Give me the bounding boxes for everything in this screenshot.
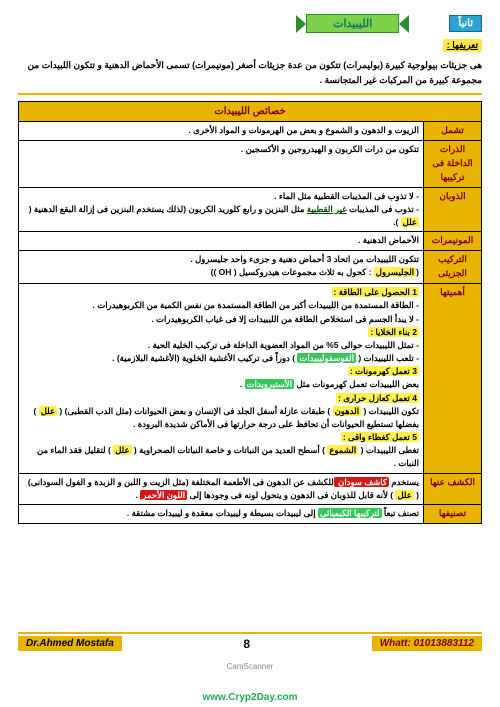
imp-s2: 2 بناء الخلايا : [368, 327, 419, 337]
tab-tip-right [399, 15, 409, 33]
imp-s1b: لا يبدأ الجسم فى استخلاص الطاقة من الليب… [23, 313, 419, 326]
def-label-text: تعريفها : [443, 39, 482, 52]
sol-b: تذوب فى المذيبات غير القطبية مثل البنزين… [23, 203, 419, 229]
row-body-classify: تصنف تبعاً لتركيبها الكيميائى إلى ليبيدا… [19, 504, 424, 523]
struct-a: تتكون الليبيدات من اتحاد 3 أحماض دهنية و… [23, 253, 419, 266]
imp-s5: 5 تعمل كغطاء واقى : [341, 432, 419, 442]
header-row: ثانياً الليبيدات [18, 14, 482, 33]
properties-table: خصائص الليبيدات تشمل الزيوت و الدهون و ا… [18, 101, 482, 524]
tab-secondly: ثانياً [449, 15, 482, 32]
footer-whatsapp: Whatt: 01013883112 [372, 636, 482, 651]
row-body-detect: يستخدم كاشف سودان للكشف عن الدهون فى الأ… [19, 473, 424, 504]
imp-s1: 1 الحصول على الطاقة : [332, 287, 420, 297]
tab-green-label: الليبيدات [306, 14, 399, 33]
row-body-monomers: الأحماض الدهنية . [19, 232, 424, 251]
row-body-includes: الزيوت و الدهون و الشموع و بعض من الهرمو… [19, 122, 424, 141]
row-body-atoms: تتكون من ذرات الكربون و الهيدروجين و الأ… [19, 141, 424, 188]
imp-s2b: تلعب الليبيدات ( الفوسفوليبيدات ) دوراً … [23, 352, 419, 365]
tab-lipids: الليبيدات [296, 14, 409, 33]
row-head-classify: تصنيفها [424, 504, 482, 523]
imp-s4: 4 تعمل كعازل حرارى : [336, 393, 419, 403]
imp-s4a: تكون الليبيدات ( الدهون ) طبقات عازلة أس… [23, 405, 419, 431]
row-body-importance: 1 الحصول على الطاقة : الطاقة المستمدة من… [19, 284, 424, 473]
tab-tip-left [296, 15, 306, 33]
site-logo: www.Cryp2Day.com [202, 692, 297, 703]
struct-b: (الجليسرول : كحول به ثلاث مجموعات هيدروك… [23, 266, 419, 279]
footer: Whatt: 01013883112 8 Dr.Ahmed Mostafa [18, 632, 482, 651]
row-body-solubility: لا تذوب فى المذيبات القطبية مثل الماء . … [19, 187, 424, 232]
row-head-detect: الكشف عنها [424, 473, 482, 504]
scanner-watermark: CamScanner [18, 662, 482, 671]
imp-s5a: تغطى الليبيدات ( الشموع ) أسطح العديد من… [23, 444, 419, 470]
page-number: 8 [243, 637, 250, 651]
intro-text: هى جزيئات بيولوجية كبيرة (بوليمرات) تتكو… [18, 58, 482, 95]
sol-a: لا تذوب فى المذيبات القطبية مثل الماء . [23, 190, 419, 203]
imp-s1a: الطاقة المستمدة من الليبيدات أكبر من الط… [23, 299, 419, 312]
definition-label: تعريفها : [18, 39, 482, 52]
table-title: خصائص الليبيدات [19, 101, 482, 122]
row-head-monomers: المونيمرات [424, 232, 482, 251]
row-body-structure: تتكون الليبيدات من اتحاد 3 أحماض دهنية و… [19, 251, 424, 284]
row-head-atoms: الذرات الداخلة فى تركيبها [424, 141, 482, 188]
tab-blue-label: ثانياً [449, 15, 482, 32]
row-head-importance: أهميتها [424, 284, 482, 473]
footer-author: Dr.Ahmed Mostafa [18, 636, 122, 651]
row-head-solubility: الذوبان [424, 187, 482, 232]
imp-s2a: تمثل الليبيدات حوالى 5% من المواد العضوي… [23, 339, 419, 352]
imp-s3a: بعض الليبيدات تعمل كهرمونات مثل الأستيرو… [23, 378, 419, 391]
row-head-includes: تشمل [424, 122, 482, 141]
imp-s3: 3 تعمل كهرمونات : [348, 366, 419, 376]
row-head-structure: التركيب الجزيئى [424, 251, 482, 284]
